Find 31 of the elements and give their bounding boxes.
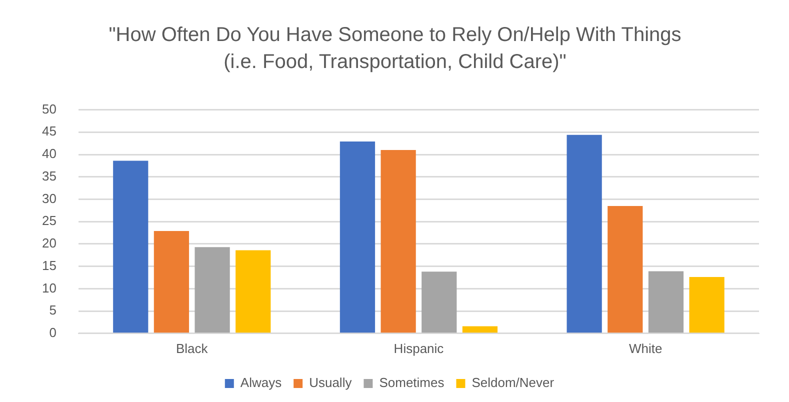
bar — [380, 150, 416, 333]
y-tick-label: 20 — [42, 236, 56, 251]
legend-label: Sometimes — [379, 375, 445, 390]
bar — [194, 247, 230, 333]
y-tick-label: 5 — [49, 302, 56, 318]
bar — [113, 160, 148, 333]
bar — [236, 250, 271, 333]
legend-label: Seldom/Never — [472, 375, 555, 390]
bar — [154, 230, 190, 333]
x-tick-label: Black — [176, 340, 208, 356]
y-tick-label: 25 — [42, 213, 56, 228]
y-tick-label: 50 — [42, 101, 56, 116]
bar — [648, 271, 684, 333]
bar — [689, 277, 724, 333]
y-tick-label: 15 — [42, 258, 56, 273]
y-tick-label: 30 — [42, 190, 56, 206]
bar — [566, 134, 602, 333]
bar — [462, 326, 498, 333]
bar — [422, 272, 457, 333]
legend-label: Always — [240, 375, 282, 390]
y-tick-label: 45 — [42, 124, 56, 139]
bar — [340, 142, 376, 333]
chart-title: "How Often Do You Have Someone to Rely On/Help With Things (i.e. Food, Transportation, Child Care)" — [108, 23, 682, 75]
y-tick-label: 40 — [42, 146, 56, 162]
x-tick-label: Hispanic — [394, 340, 444, 356]
y-tick-label: 35 — [42, 168, 56, 184]
y-tick-label: 0 — [49, 324, 56, 340]
legend-label: Usually — [309, 375, 352, 390]
x-tick-label: White — [628, 340, 662, 356]
bar — [608, 206, 643, 333]
y-tick-label: 10 — [42, 280, 56, 296]
